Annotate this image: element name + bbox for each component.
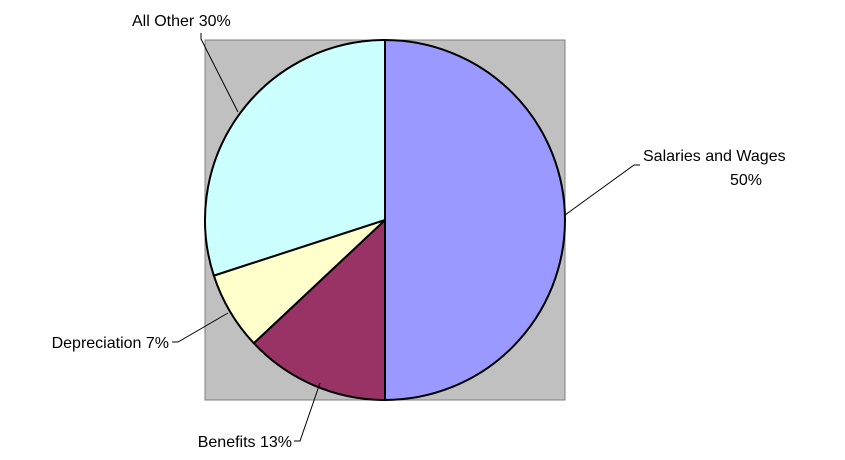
data-label-salaries-pct: 50% bbox=[730, 172, 762, 189]
pie-slices bbox=[204, 39, 566, 401]
data-label-benefits: Benefits 13% bbox=[198, 434, 292, 451]
data-label-all-other: All Other 30% bbox=[132, 13, 231, 30]
data-label-depreciation: Depreciation 7% bbox=[52, 335, 169, 352]
pie-slice-salaries-and-wages bbox=[384, 39, 566, 401]
pie-slice-benefits bbox=[252, 219, 386, 401]
leader-line-salaries bbox=[564, 164, 640, 216]
data-label-salaries-name: Salaries and Wages bbox=[643, 148, 786, 165]
leader-line-benefits bbox=[294, 382, 321, 442]
leader-line-all-other bbox=[200, 33, 239, 113]
pie-slice-all-other bbox=[204, 39, 386, 277]
leader-line-depreciation bbox=[172, 312, 229, 343]
